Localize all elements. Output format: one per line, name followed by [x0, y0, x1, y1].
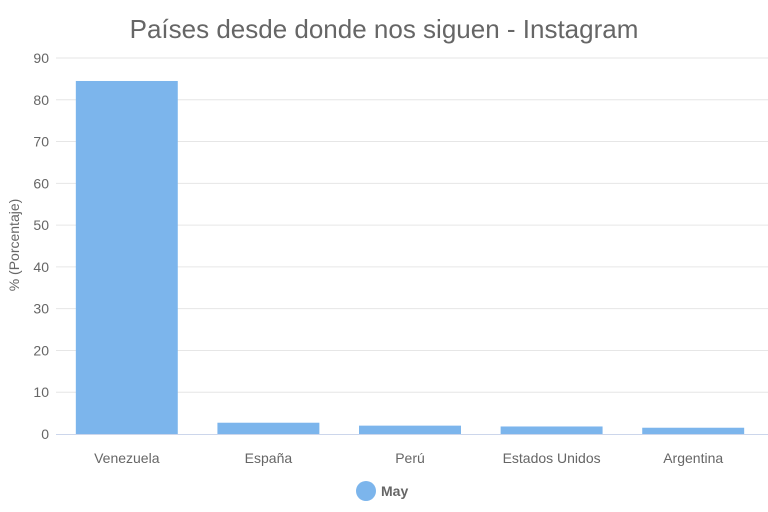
bar-argentina[interactable] — [642, 427, 745, 434]
y-tick-label: 50 — [33, 217, 49, 233]
legend[interactable]: May — [356, 481, 408, 501]
y-tick-label: 10 — [33, 384, 49, 400]
x-axis-ticks: Venezuela España Perú Estados Unidos Argenti… — [94, 450, 723, 466]
legend-marker-may — [356, 481, 376, 501]
y-tick-label: 80 — [33, 92, 49, 108]
chart-title: Países desde donde nos siguen - Instagra… — [130, 14, 639, 44]
y-tick-label: 70 — [33, 134, 49, 150]
y-axis-title: % (Porcentaje) — [6, 199, 22, 292]
y-tick-label: 40 — [33, 259, 49, 275]
y-tick-label: 20 — [33, 342, 49, 358]
bar-venezuela[interactable] — [75, 80, 178, 434]
bars — [75, 80, 745, 434]
y-tick-label: 90 — [33, 50, 49, 66]
x-tick-label: Venezuela — [94, 450, 160, 466]
x-tick-label: Estados Unidos — [503, 450, 601, 466]
bar-estados-unidos[interactable] — [500, 426, 603, 434]
x-tick-label: Perú — [395, 450, 425, 466]
legend-label-may: May — [381, 483, 408, 499]
x-tick-label: España — [245, 450, 293, 466]
y-tick-label: 60 — [33, 175, 49, 191]
y-axis-ticks: 0 10 20 30 40 50 60 70 80 90 — [33, 50, 49, 442]
y-tick-label: 30 — [33, 301, 49, 317]
y-tick-label: 0 — [41, 426, 49, 442]
bar-per-[interactable] — [359, 425, 461, 434]
x-tick-label: Argentina — [663, 450, 723, 466]
bar-espa-a[interactable] — [217, 422, 320, 434]
